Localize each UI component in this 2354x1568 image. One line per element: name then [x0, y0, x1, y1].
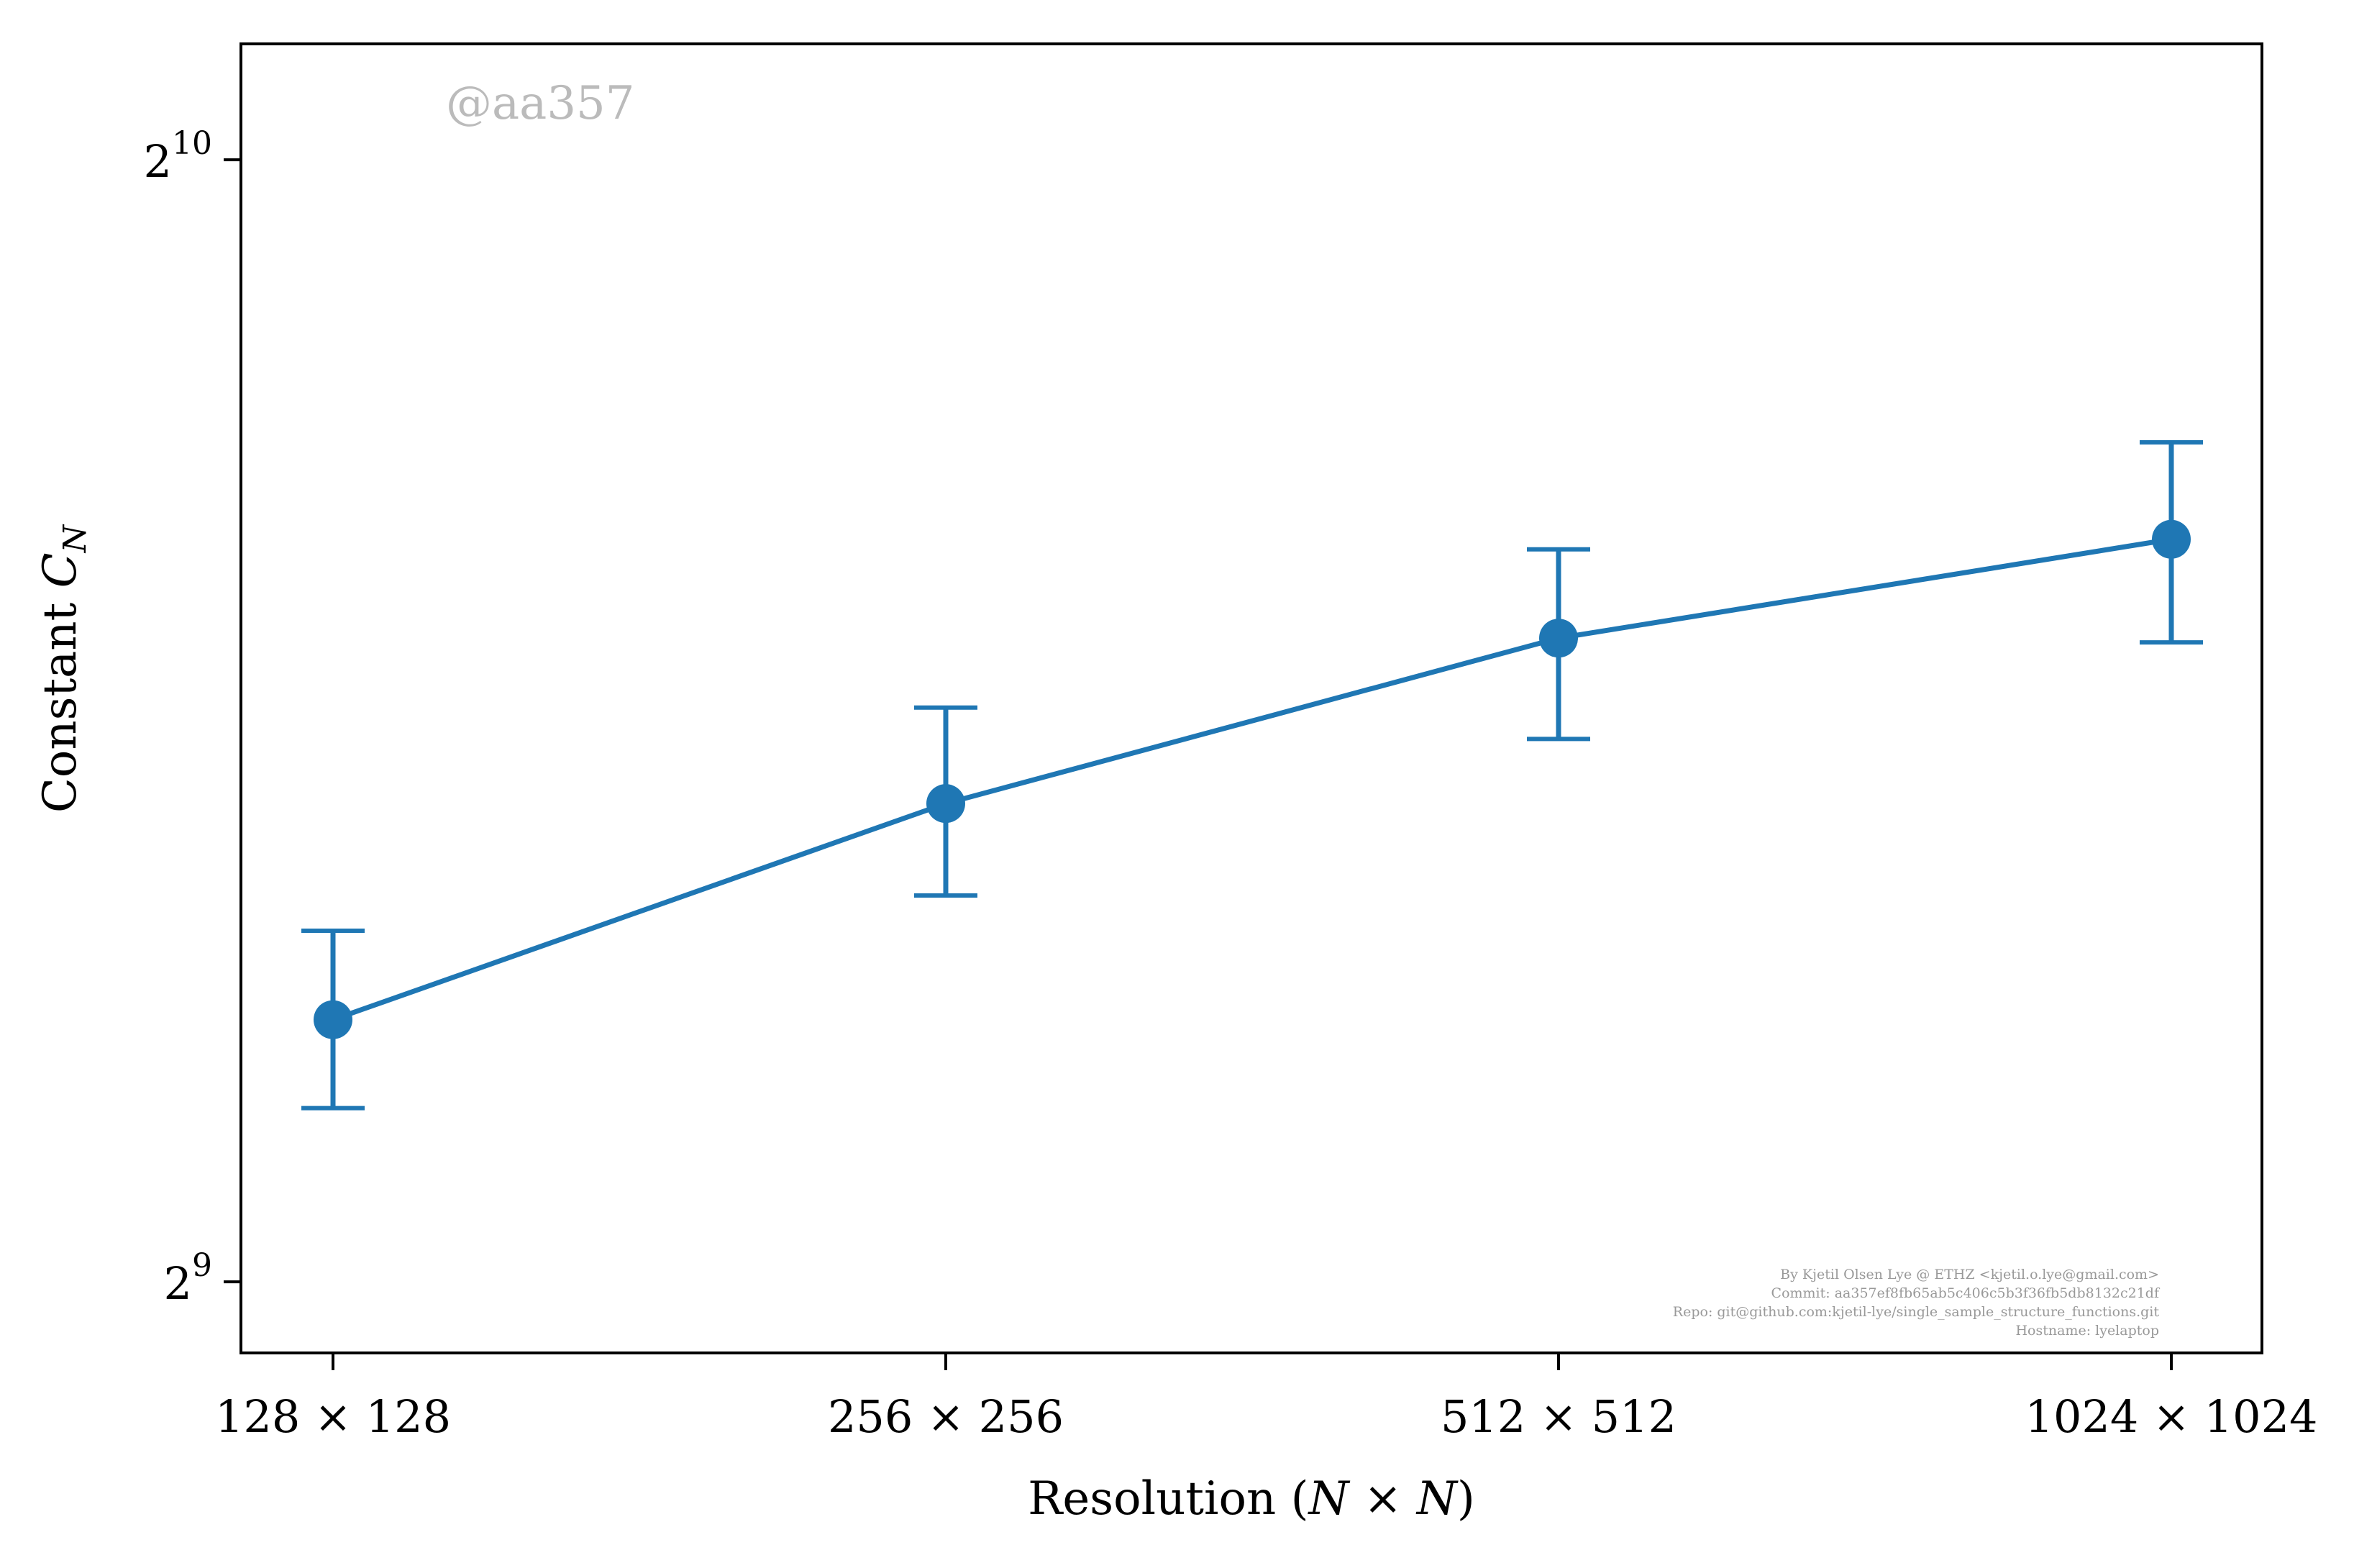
credit-line-1: By Kjetil Olsen Lye @ ETHZ <kjetil.o.lye…	[1780, 1267, 2159, 1282]
plot-frame	[239, 42, 2263, 1354]
x-tick-label-1: 256 × 256	[828, 1390, 1064, 1443]
x-tick-label-0: 128 × 128	[215, 1390, 451, 1443]
data-point-0	[314, 1000, 352, 1039]
x-axis-label: Resolution (N × N)	[1028, 1472, 1475, 1526]
credit-line-3: Repo: git@github.com:kjetil-lye/single_s…	[1673, 1304, 2160, 1320]
watermark: @aa357	[446, 77, 634, 130]
credit-line-4: Hostname: lyelaptop	[2015, 1323, 2159, 1339]
data-point-2	[1539, 619, 1578, 658]
x-axis: 128 × 128 256 × 256 512 × 512 1024 × 1024	[215, 1353, 2317, 1443]
data-series	[301, 439, 2203, 1111]
y-tick-label-1: 210	[144, 125, 212, 188]
x-tick-label-3: 1024 × 1024	[2025, 1390, 2318, 1443]
x-tick-label-2: 512 × 512	[1441, 1390, 1676, 1443]
credit-line-2: Commit: aa357ef8fb65ab5c406c5b3f36fb5db8…	[1771, 1285, 2161, 1301]
credit-block: By Kjetil Olsen Lye @ ETHZ <kjetil.o.lye…	[1673, 1267, 2161, 1339]
series-line-0	[332, 537, 2172, 1023]
data-point-3	[2152, 519, 2191, 559]
y-axis: 29 210	[144, 125, 241, 1310]
y-tick-label-0: 29	[164, 1247, 212, 1310]
data-point-1	[926, 784, 965, 824]
y-axis-label: Constant CN	[34, 524, 93, 813]
